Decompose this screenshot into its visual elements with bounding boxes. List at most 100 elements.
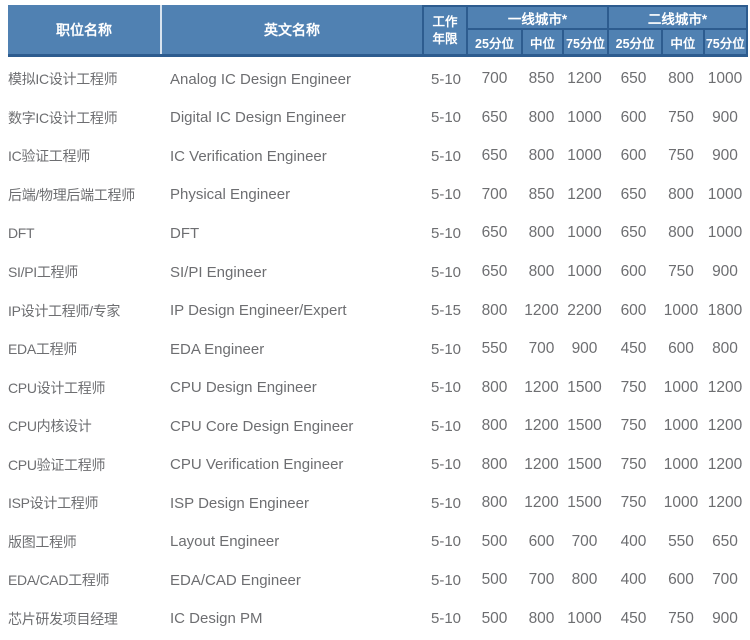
job-title-en: SI/PI Engineer xyxy=(170,263,267,281)
table-row: 芯片研发项目经理 IC Design PM 5-10 500 800 1000 450 750… xyxy=(8,600,748,639)
tier1-p75-value: 1000 xyxy=(567,108,602,126)
tier2-median-value: 600 xyxy=(668,571,694,589)
tier2-median-value: 800 xyxy=(668,70,694,88)
header-tier2-group: 二线城市* 25分位 中位 75分位 xyxy=(607,5,748,54)
header-tier2-title: 二线城市* xyxy=(609,7,746,30)
tier1-median-value: 800 xyxy=(528,609,555,627)
job-title-zh: SI/PI工程师 xyxy=(8,264,78,280)
job-title-en: Analog IC Design Engineer xyxy=(170,70,351,88)
work-years: 5-10 xyxy=(430,456,462,474)
tier1-p25-value: 650 xyxy=(481,263,508,280)
tier2-p75-value: 1200 xyxy=(707,494,743,512)
job-title-en: EDA Engineer xyxy=(170,340,265,358)
header-tier2-median: 中位 xyxy=(661,30,702,54)
salary-table: 职位名称 英文名称 工作 年限 一线城市* 25分位 中位 75分位 二线城市*… xyxy=(8,5,748,638)
header-tier1-group: 一线城市* 25分位 中位 75分位 xyxy=(468,5,607,54)
tier1-median-value: 800 xyxy=(528,108,555,126)
job-title-zh: 模拟IC设计工程师 xyxy=(8,71,118,88)
tier1-p25-value: 650 xyxy=(481,224,508,242)
job-title-zh: DFT xyxy=(8,225,35,242)
tier2-p25-value: 650 xyxy=(620,70,647,88)
header-tier2-p25: 25分位 xyxy=(615,36,655,51)
work-years: 5-10 xyxy=(430,379,462,397)
job-title-zh: ISP设计工程师 xyxy=(8,495,99,512)
tier2-p75-value: 900 xyxy=(712,108,738,126)
tier2-median-value: 550 xyxy=(668,532,694,550)
table-header: 职位名称 英文名称 工作 年限 一线城市* 25分位 中位 75分位 二线城市*… xyxy=(8,5,748,57)
tier2-p25-value: 650 xyxy=(620,224,647,242)
tier2-p75-value: 900 xyxy=(712,609,738,627)
job-title-en: CPU Verification Engineer xyxy=(170,456,344,474)
tier2-median-value: 600 xyxy=(668,340,694,358)
tier2-p25-value: 650 xyxy=(620,185,647,203)
tier2-p75-value: 800 xyxy=(712,340,738,358)
tier2-p25-value: 600 xyxy=(620,263,647,280)
table-row: EDA/CAD工程师 EDA/CAD Engineer 5-10 500 700 800 4… xyxy=(8,561,748,600)
tier1-p75-value: 1000 xyxy=(567,609,602,627)
tier2-median-value: 800 xyxy=(668,224,694,242)
work-years: 5-10 xyxy=(430,263,462,281)
job-title-zh: EDA工程师 xyxy=(8,341,77,358)
tier1-p75-value: 1500 xyxy=(567,378,602,396)
tier1-p25-value: 800 xyxy=(481,494,508,512)
work-years: 5-10 xyxy=(430,610,462,628)
table-row: CPU设计工程师 CPU Design Engineer 5-10 800 1200 15… xyxy=(8,368,748,407)
header-tier1-p25: 25分位 xyxy=(475,36,514,51)
tier1-median-value: 1200 xyxy=(524,455,559,473)
tier2-median-value: 1000 xyxy=(663,301,699,319)
tier2-median-value: 750 xyxy=(668,147,694,165)
tier1-median-value: 600 xyxy=(528,532,555,550)
tier1-p75-value: 1200 xyxy=(567,185,602,203)
tier2-p25-value: 600 xyxy=(620,147,647,165)
tier1-p25-value: 550 xyxy=(481,340,508,358)
work-years: 5-10 xyxy=(430,417,462,435)
tier1-median-value: 850 xyxy=(528,185,555,203)
job-title-zh: IC验证工程师 xyxy=(8,148,90,165)
table-row: CPU验证工程师 CPU Verification Engineer 5-10 800… xyxy=(8,445,748,484)
tier1-p25-value: 700 xyxy=(481,70,508,88)
header-work-years-line2: 年限 xyxy=(432,31,458,46)
header-tier2-p75: 75分位 xyxy=(702,30,746,54)
job-title-en: CPU Design Engineer xyxy=(170,379,317,397)
tier2-median-value: 750 xyxy=(668,263,694,280)
tier1-p25-value: 800 xyxy=(481,417,508,435)
tier2-median-value: 800 xyxy=(668,185,694,203)
tier2-p25-value: 450 xyxy=(620,340,647,358)
tier1-median-value: 850 xyxy=(528,70,555,88)
tier1-p25-value: 500 xyxy=(481,571,508,589)
table-row: IC验证工程师 IC Verification Engineer 5-10 650 80… xyxy=(8,137,748,176)
tier2-p75-value: 900 xyxy=(712,263,738,280)
tier1-p25-value: 800 xyxy=(481,378,508,396)
table-row: 版图工程师 Layout Engineer 5-10 500 600 700 400 550 6… xyxy=(8,523,748,562)
header-work-years-line1: 工作 xyxy=(432,15,458,30)
tier2-p25-value: 750 xyxy=(620,494,647,512)
header-work-years: 工作 年限 xyxy=(424,5,468,54)
job-title-en: EDA/CAD Engineer xyxy=(170,571,301,589)
tier2-p25-value: 600 xyxy=(620,108,647,126)
tier1-p75-value: 1200 xyxy=(567,70,602,88)
tier1-p75-value: 1500 xyxy=(567,417,602,435)
tier2-p75-value: 900 xyxy=(712,147,738,165)
tier1-median-value: 700 xyxy=(528,571,555,589)
header-tier1-subrow: 25分位 中位 75分位 xyxy=(468,30,607,54)
work-years: 5-10 xyxy=(430,571,462,589)
tier2-p75-value: 1800 xyxy=(707,301,743,319)
tier1-p25-value: 800 xyxy=(481,455,508,473)
tier2-p75-value: 1000 xyxy=(707,185,743,203)
job-title-zh: CPU设计工程师 xyxy=(8,379,106,396)
job-title-en: DFT xyxy=(170,224,200,242)
tier1-p75-value: 1500 xyxy=(567,455,602,473)
header-tier1-title: 一线城市* xyxy=(468,7,607,30)
tier2-p75-value: 650 xyxy=(712,532,738,550)
header-english-name: 英文名称 xyxy=(162,5,424,54)
tier2-p25-value: 400 xyxy=(620,532,647,550)
tier2-p75-value: 1000 xyxy=(707,224,743,242)
tier2-p75-value: 1200 xyxy=(707,378,743,396)
job-title-en: IC Verification Engineer xyxy=(170,147,327,165)
table-body: 模拟IC设计工程师 Analog IC Design Engineer 5-10 70… xyxy=(8,57,748,638)
tier1-median-value: 800 xyxy=(528,147,555,165)
work-years: 5-15 xyxy=(430,302,462,320)
table-row: ISP设计工程师 ISP Design Engineer 5-10 800 1200 15… xyxy=(8,484,748,523)
tier2-p25-value: 450 xyxy=(620,609,647,627)
tier1-p75-value: 700 xyxy=(571,532,598,550)
